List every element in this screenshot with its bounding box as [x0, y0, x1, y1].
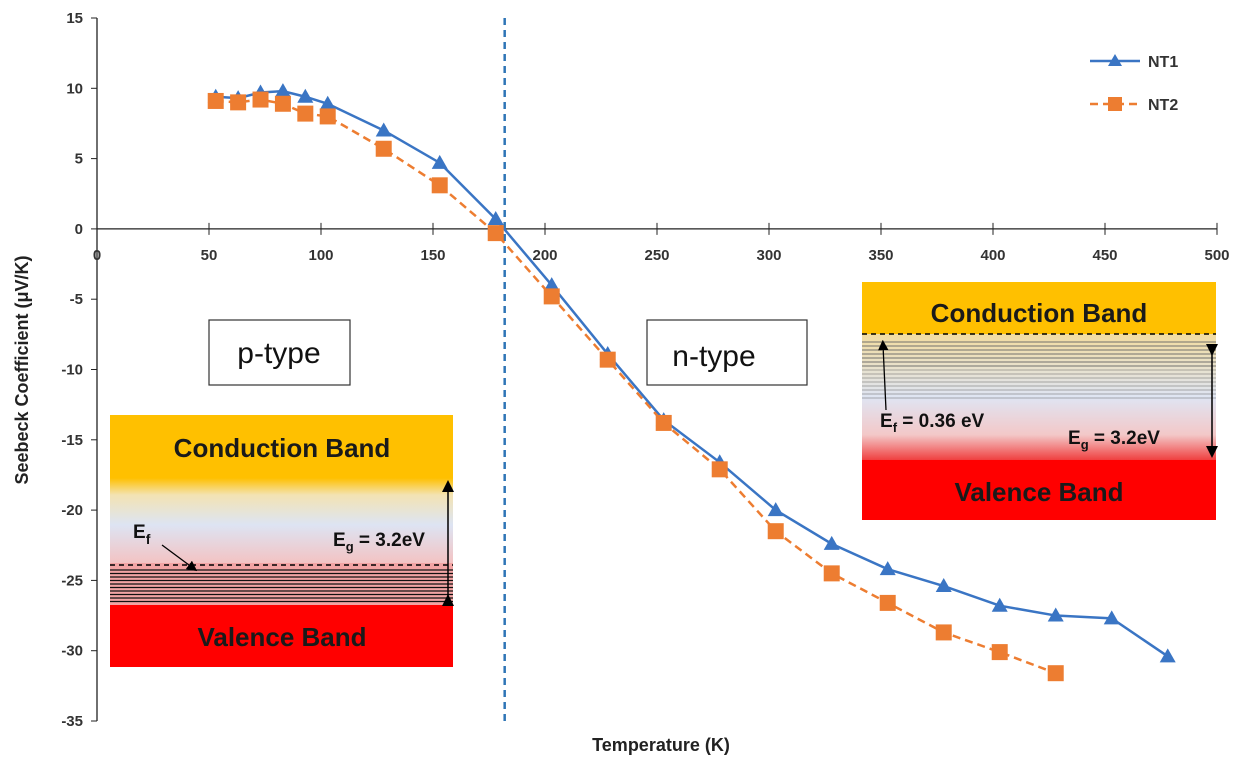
data-point: [274, 83, 291, 98]
data-point: [207, 92, 224, 109]
fermi-value: = 0.36 eV: [897, 411, 984, 432]
subscript: f: [146, 531, 151, 547]
data-point: [319, 108, 336, 125]
data-point: [935, 578, 952, 593]
symbol: E: [1068, 428, 1081, 449]
data-point: [991, 597, 1008, 612]
data-point: [297, 88, 314, 103]
x-tick-label: 200: [532, 247, 557, 264]
data-point: [1047, 607, 1064, 622]
data-point: [823, 535, 840, 550]
data-point: [1047, 665, 1064, 682]
x-tick-label: 300: [756, 247, 781, 264]
y-tick-label: 10: [66, 80, 83, 97]
x-tick-label: 100: [308, 247, 333, 264]
x-tick-label: 0: [93, 247, 101, 264]
left-band-diagram: Conduction Band Valence Band Ef Eg = 3.2…: [110, 415, 454, 667]
y-tick-label: -35: [61, 713, 83, 730]
legend-label: NT2: [1148, 97, 1178, 114]
x-tick-label: 400: [980, 247, 1005, 264]
symbol: E: [880, 411, 893, 432]
data-point: [767, 502, 784, 517]
y-tick-label: 0: [75, 221, 83, 238]
y-tick-label: -5: [70, 291, 83, 308]
data-point: [230, 94, 247, 111]
x-tick-label: 350: [868, 247, 893, 264]
data-point: [274, 95, 291, 112]
data-point: [599, 351, 616, 368]
y-axis-title: Seebeck Coefficient (μV/K): [12, 255, 32, 484]
data-point: [543, 288, 560, 305]
data-point: [1159, 648, 1176, 663]
right-band-diagram: Conduction Band Valence Band Ef = 0.36 e…: [862, 282, 1218, 520]
legend-label: NT1: [1148, 54, 1178, 71]
band-label: Valence Band: [197, 622, 366, 652]
data-point: [991, 644, 1008, 661]
data-point: [375, 122, 392, 137]
legend-marker: [1108, 97, 1122, 111]
data-point: [487, 225, 504, 242]
y-tick-label: -25: [61, 572, 83, 589]
data-point: [543, 277, 560, 292]
data-point: [297, 105, 314, 122]
x-tick-label: 450: [1092, 247, 1117, 264]
data-point: [431, 177, 448, 194]
y-tick-label: 5: [75, 151, 83, 168]
text-box: [208, 319, 351, 386]
data-point: [879, 561, 896, 576]
band-label: Conduction Band: [931, 298, 1148, 328]
x-tick-label: 50: [201, 247, 218, 264]
y-tick-label: -10: [61, 362, 83, 379]
region-label: p-type: [237, 337, 320, 370]
region-label: n-type: [672, 340, 755, 373]
subscript: g: [1081, 437, 1089, 452]
data-point: [1103, 610, 1120, 625]
symbol: E: [133, 522, 146, 543]
data-point: [319, 95, 336, 110]
data-point: [375, 140, 392, 157]
fermi-label: Ef = 0.36 eV: [880, 411, 985, 435]
y-tick-label: -30: [61, 643, 83, 660]
data-point: [935, 624, 952, 641]
symbol: E: [333, 530, 346, 551]
data-point: [879, 594, 896, 611]
data-point: [431, 154, 448, 169]
text-box: [646, 319, 808, 386]
subscript: g: [346, 539, 354, 554]
data-point: [655, 414, 672, 431]
legend-marker: [1108, 54, 1122, 66]
y-tick-label: -20: [61, 502, 83, 519]
band-label: Valence Band: [954, 477, 1123, 507]
y-tick-label: 15: [66, 10, 83, 27]
gap-value: = 3.2eV: [354, 530, 426, 551]
y-tick-label: -15: [61, 432, 83, 449]
band-label: Conduction Band: [174, 433, 391, 463]
fermi-label: Ef: [133, 522, 151, 547]
x-tick-label: 250: [644, 247, 669, 264]
gap-label: Eg = 3.2eV: [1068, 428, 1160, 452]
x-axis-title: Temperature (K): [592, 735, 730, 755]
data-point: [711, 461, 728, 478]
gap-value: = 3.2eV: [1089, 428, 1161, 449]
data-point: [823, 565, 840, 582]
x-tick-label: 150: [420, 247, 445, 264]
data-point: [252, 91, 269, 108]
data-point: [487, 211, 504, 226]
subscript: f: [893, 420, 898, 435]
data-point: [767, 523, 784, 540]
x-tick-label: 500: [1204, 247, 1229, 264]
gap-label: Eg = 3.2eV: [333, 530, 425, 554]
